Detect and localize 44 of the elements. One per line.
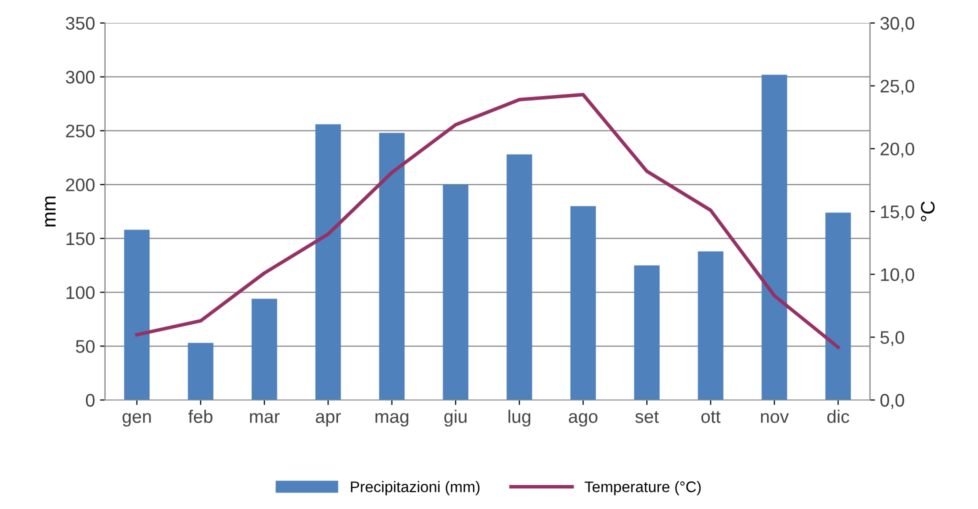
x-tick-label: dic [827, 410, 850, 423]
y-tick-label: 150 [66, 232, 95, 246]
x-tick-label: set [635, 411, 659, 423]
bar [698, 251, 724, 400]
line-series [135, 92, 840, 349]
x-tick-label: ago [568, 413, 598, 427]
y2-axis-title: °C [920, 201, 935, 222]
x-tick-label: mag [376, 413, 408, 427]
x-tick-label: lug [508, 410, 530, 427]
y2-tick-label: 25,0 [880, 80, 914, 95]
y2-tick-label: 30,0 [880, 16, 914, 32]
bar [124, 230, 150, 400]
y2-tick-label: 10,0 [881, 268, 914, 284]
bar [442, 184, 468, 400]
x-tick-label: feb [188, 410, 212, 423]
bar [315, 124, 341, 400]
x-tick-label: mar [250, 413, 280, 423]
bar [188, 342, 214, 400]
y-tick-label: 100 [66, 286, 95, 300]
y-tick-label: 300 [66, 70, 95, 84]
bar [379, 132, 405, 400]
bar [252, 298, 278, 400]
y2-tick-label: 20,0 [880, 142, 914, 158]
bar [762, 74, 788, 400]
bar [506, 154, 532, 400]
y-tick-label: 50 [76, 340, 95, 353]
y-axis-title: mm [45, 196, 56, 226]
legend-label: Temperature (°C) [584, 481, 701, 496]
y2-tick-label: 5,0 [880, 331, 904, 346]
y-tick-label: 200 [66, 178, 95, 192]
x-tick-label: giu [444, 410, 466, 427]
x-tick-label: gen [122, 413, 151, 427]
y-tick-label: 250 [66, 124, 95, 138]
y-tick-label: 0 [86, 394, 95, 407]
x-tick-label: apr [316, 413, 341, 427]
x-tick-label: ott [701, 411, 721, 423]
bar [634, 265, 660, 400]
y2-tick-label: 0,0 [880, 394, 904, 409]
bar [570, 206, 596, 400]
x-tick-label: nov [761, 413, 789, 423]
bar [825, 212, 851, 400]
legend-label: Precipitazioni (mm) [350, 481, 480, 496]
y2-tick-label: 15,0 [881, 205, 914, 220]
y-tick-label: 350 [66, 16, 95, 30]
